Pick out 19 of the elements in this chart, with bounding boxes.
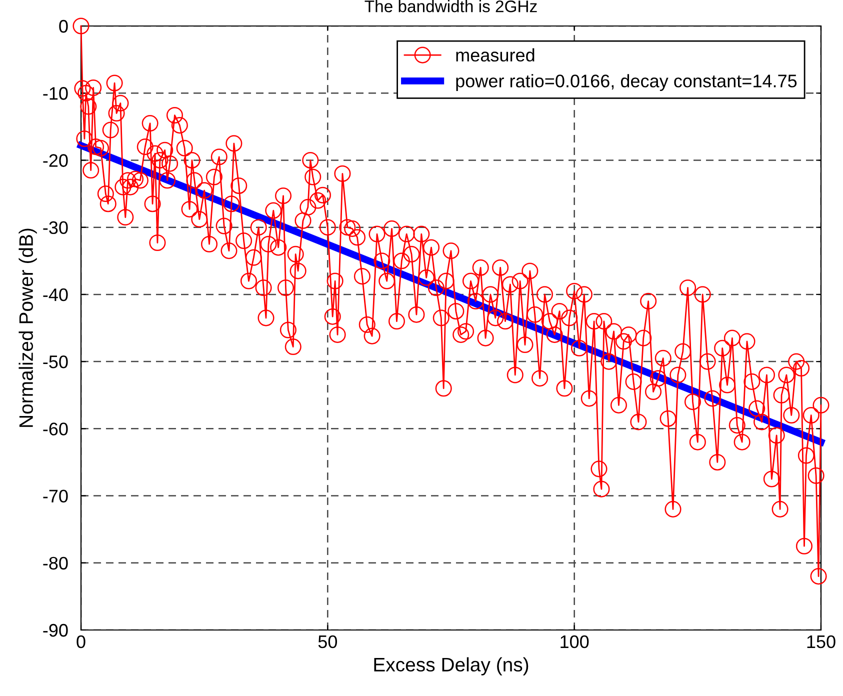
x-tick-label: 0: [76, 635, 86, 648]
legend-label: measured: [456, 48, 534, 62]
y-tick-label: 0: [59, 20, 68, 33]
y-tick-label: -70: [43, 490, 68, 502]
y-tick-label: -80: [43, 556, 68, 570]
x-tick-label: 100: [560, 635, 589, 648]
x-tick-label: 50: [318, 635, 338, 648]
x-axis-title: Excess Delay (ns): [374, 657, 528, 676]
chart-title: The bandwidth is 2GHz: [364, 0, 537, 12]
y-tick-label: -60: [43, 422, 68, 436]
y-tick-label: -10: [43, 87, 68, 100]
y-tick-label: -90: [43, 624, 68, 637]
y-axis-title: Normalized Power (dB): [18, 228, 37, 427]
x-tick-label: 150: [807, 635, 836, 648]
y-tick-label: -50: [43, 355, 68, 368]
y-tick-label: -30: [43, 221, 68, 234]
legend-label: power ratio=0.0166, decay constant=14.75: [456, 74, 797, 91]
y-tick-label: -20: [43, 154, 68, 167]
y-tick-label: -40: [43, 288, 68, 302]
